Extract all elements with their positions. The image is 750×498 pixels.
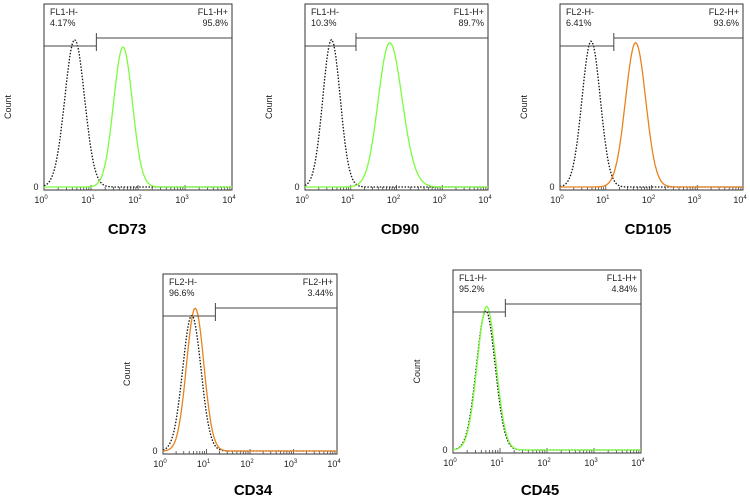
positive-gate-label: FL1-H+ [198,7,228,17]
x-tick-label: 104 [631,458,645,468]
panel-title: CD34 [234,482,273,498]
plot-frame [162,273,338,455]
y-zero-label: 0 [33,182,38,192]
plot-frame [452,269,642,454]
series-control-curve [559,40,743,188]
x-tick-label: 103 [284,459,298,469]
x-tick-label: 102 [642,195,656,205]
x-tick-label: 100 [153,459,167,469]
positive-gate-percent: 3.44% [307,288,333,298]
panel-title: CD105 [625,221,672,238]
positive-gate-label: FL2-H+ [709,7,739,17]
positive-gate-label: FL2-H+ [303,277,333,287]
positive-gate-percent: 95.8% [202,18,228,28]
y-zero-label: 0 [442,445,447,455]
negative-gate-label: FL1-H- [311,7,339,17]
y-zero-label: 0 [294,182,299,192]
histogram-panel-cd34: Count 0 100 101 102 103 104 FL2-H-96.6% FL2-H+3.… [122,273,341,498]
y-zero-label: 0 [549,182,554,192]
positive-gate-label: FL1-H+ [454,7,484,17]
y-axis-label: Count [519,95,529,120]
negative-gate-label: FL2-H- [566,7,594,17]
x-tick-label: 100 [443,458,457,468]
x-tick-label: 102 [537,458,551,468]
positive-gate-label: FL1-H+ [607,273,637,283]
x-tick-label: 102 [128,195,142,205]
positive-gate-percent: 4.84% [611,284,637,294]
x-tick-label: 103 [688,195,702,205]
x-tick-label: 103 [584,458,598,468]
y-axis-label: Count [264,95,274,120]
x-tick-label: 101 [596,195,610,205]
series-control-curve [43,38,232,188]
y-zero-label: 0 [152,446,157,456]
negative-gate-label: FL1-H- [459,273,487,283]
x-tick-label: 104 [222,195,236,205]
series-marker-curve [305,41,488,188]
x-tick-label: 100 [550,195,564,205]
x-tick-label: 101 [81,195,95,205]
series-marker-curve [560,41,743,188]
positive-gate-percent: 93.6% [713,18,739,28]
plot-frame [559,3,744,191]
panel-title: CD45 [521,482,559,498]
x-tick-label: 104 [327,459,341,469]
x-tick-label: 103 [175,195,189,205]
histogram-panel-cd90: Count 0 100 101 102 103 104 FL1-H-10.3% FL1-H+89… [264,3,492,238]
panel-title: CD90 [381,221,419,238]
series-marker-curve [452,305,641,451]
series-marker-curve [44,46,232,188]
negative-gate-percent: 96.6% [169,288,195,298]
x-tick-label: 100 [295,195,309,205]
negative-gate-percent: 95.2% [459,284,485,294]
plot-frame [43,3,233,191]
x-tick-label: 102 [387,195,401,205]
negative-gate-label: FL2-H- [169,277,197,287]
negative-gate-percent: 10.3% [311,18,337,28]
negative-gate-percent: 4.17% [50,18,76,28]
negative-gate-percent: 6.41% [566,18,592,28]
panel-title: CD73 [108,221,146,238]
plot-frame [304,3,489,191]
x-tick-label: 102 [240,459,254,469]
histogram-panel-cd73: Count 0 100 101 102 103 104 FL1-H-4.17% FL1-H+95… [3,3,236,238]
x-tick-label: 104 [733,195,747,205]
histogram-panel-cd105: Count 0 100 101 102 103 104 FL2-H-6.41% FL2-H+93… [519,3,747,238]
histogram-panel-cd45: Count 0 100 101 102 103 104 FL1-H-95.2% FL1-H+4.… [412,269,645,498]
negative-gate-label: FL1-H- [50,7,78,17]
x-tick-label: 103 [433,195,447,205]
positive-gate-percent: 89.7% [458,18,484,28]
x-tick-label: 104 [478,195,492,205]
series-marker-curve [163,307,337,452]
x-tick-label: 101 [341,195,355,205]
x-tick-label: 101 [197,459,211,469]
y-axis-label: Count [122,362,132,387]
x-tick-label: 100 [34,195,48,205]
y-axis-label: Count [412,359,422,384]
x-tick-label: 101 [490,458,504,468]
y-axis-label: Count [3,95,13,120]
